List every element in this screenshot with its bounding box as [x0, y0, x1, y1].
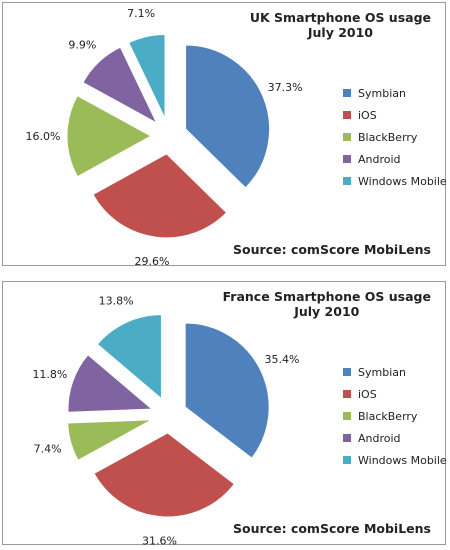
data-label-symbian: 35.4% — [265, 353, 300, 366]
france-chart-panel: 35.4% 31.6% 7.4% 11.8% 13.8% France Smartpho… — [2, 281, 447, 548]
legend-label: iOS — [358, 387, 377, 401]
data-label-blackberry: 16.0% — [26, 130, 61, 143]
chart-legend: Symbian iOS BlackBerry Android Windows M… — [343, 361, 447, 471]
legend-label: Android — [358, 152, 401, 166]
data-label-symbian: 37.3% — [268, 81, 303, 94]
legend-label: Windows Mobile — [358, 453, 447, 467]
france-pie-chart: 35.4% 31.6% 7.4% 11.8% 13.8% — [32, 295, 300, 548]
pie-slice-windows-mobile — [128, 33, 166, 119]
legend-label: Windows Mobile — [358, 174, 447, 188]
legend-swatch — [343, 368, 351, 376]
legend-item-android: Android — [343, 148, 447, 170]
data-label-android: 9.9% — [68, 38, 96, 51]
legend-swatch — [343, 390, 351, 398]
legend-label: BlackBerry — [358, 130, 418, 144]
legend-label: iOS — [358, 108, 377, 122]
chart-source: Source: comScore MobiLens — [233, 521, 431, 536]
legend-item-ios: iOS — [343, 383, 447, 405]
pie-slice-ios — [93, 432, 236, 518]
chart-title: France Smartphone OS usage July 2010 — [223, 289, 431, 319]
data-label-windows-mobile: 7.1% — [127, 7, 155, 20]
legend-item-symbian: Symbian — [343, 361, 447, 383]
pie-slice-blackberry — [66, 94, 153, 178]
legend-swatch — [343, 434, 351, 442]
pie-slice-ios — [92, 153, 228, 239]
legend-item-windows-mobile: Windows Mobile — [343, 449, 447, 471]
chart-title-line-1: France Smartphone OS usage — [222, 289, 431, 304]
pie-slice-symbian — [185, 44, 271, 189]
chart-title-line-2: July 2010 — [307, 25, 373, 40]
pie-slice-symbian — [184, 322, 270, 459]
data-label-blackberry: 7.4% — [34, 443, 62, 456]
legend-label: BlackBerry — [358, 409, 418, 423]
chart-title: UK Smartphone OS usage July 2010 — [250, 10, 431, 40]
chart-source: Source: comScore MobiLens — [233, 242, 431, 257]
data-label-ios: 31.6% — [142, 535, 177, 548]
legend-item-blackberry: BlackBerry — [343, 405, 447, 427]
legend-label: Android — [358, 431, 401, 445]
legend-label: Symbian — [358, 86, 406, 100]
chart-legend: Symbian iOS BlackBerry Android Windows M… — [343, 82, 447, 192]
data-label-windows-mobile: 13.8% — [99, 295, 134, 308]
legend-swatch — [343, 177, 351, 185]
legend-item-blackberry: BlackBerry — [343, 126, 447, 148]
pie-slice-android — [82, 46, 158, 125]
data-label-ios: 29.6% — [135, 255, 170, 268]
data-label-android: 11.8% — [32, 368, 67, 381]
uk-pie-chart: 37.3% 29.6% 16.0% 9.9% 7.1% — [26, 7, 303, 268]
uk-chart-panel: 37.3% 29.6% 16.0% 9.9% 7.1% UK Smartphone OS… — [2, 2, 447, 268]
legend-swatch — [343, 456, 351, 464]
chart-title-line-2: July 2010 — [294, 304, 360, 319]
legend-item-symbian: Symbian — [343, 82, 447, 104]
pie-slice-windows-mobile — [96, 314, 162, 400]
pie-slice-android — [67, 354, 154, 413]
legend-swatch — [343, 155, 351, 163]
legend-swatch — [343, 111, 351, 119]
legend-item-android: Android — [343, 427, 447, 449]
pie-slice-blackberry — [67, 419, 152, 461]
legend-item-ios: iOS — [343, 104, 447, 126]
chart-title-line-1: UK Smartphone OS usage — [249, 10, 431, 25]
legend-label: Symbian — [358, 365, 406, 379]
legend-item-windows-mobile: Windows Mobile — [343, 170, 447, 192]
legend-swatch — [343, 89, 351, 97]
legend-swatch — [343, 412, 351, 420]
legend-swatch — [343, 133, 351, 141]
